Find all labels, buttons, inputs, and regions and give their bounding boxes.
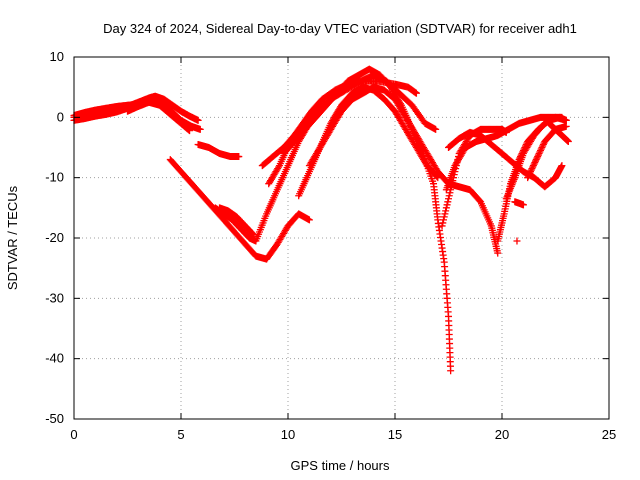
data-point bbox=[532, 156, 540, 164]
data-series bbox=[545, 119, 572, 145]
y-tick-label: 10 bbox=[50, 49, 64, 64]
data-point bbox=[445, 195, 452, 203]
data-point bbox=[494, 249, 502, 257]
x-tick-label: 20 bbox=[495, 427, 509, 442]
data-point bbox=[438, 222, 446, 230]
x-axis-label: GPS time / hours bbox=[291, 458, 390, 473]
data-point bbox=[441, 210, 449, 218]
data-point bbox=[440, 216, 448, 224]
data-series bbox=[194, 140, 243, 161]
data-series bbox=[166, 156, 313, 263]
data-point bbox=[445, 192, 453, 200]
data-point bbox=[558, 162, 566, 170]
data-point bbox=[526, 169, 534, 177]
data-point bbox=[562, 122, 570, 130]
data-point bbox=[432, 125, 440, 133]
data-series bbox=[511, 198, 527, 209]
data-points bbox=[70, 65, 572, 375]
x-tick-label: 0 bbox=[70, 427, 77, 442]
data-point bbox=[533, 154, 541, 162]
x-tick-label: 15 bbox=[388, 427, 402, 442]
data-point bbox=[186, 127, 194, 135]
data-point bbox=[537, 147, 545, 155]
data-point bbox=[524, 174, 532, 182]
x-tick-label: 5 bbox=[177, 427, 184, 442]
data-point bbox=[529, 162, 537, 170]
data-point bbox=[538, 144, 546, 151]
data-point bbox=[539, 142, 547, 150]
data-point bbox=[447, 367, 455, 375]
data-point bbox=[446, 189, 454, 197]
y-tick-label: -30 bbox=[45, 290, 64, 305]
data-point bbox=[531, 159, 539, 167]
data-series bbox=[124, 96, 174, 115]
data-point bbox=[562, 116, 570, 124]
data-point bbox=[250, 231, 258, 239]
data-series bbox=[524, 122, 570, 182]
data-point bbox=[527, 166, 535, 174]
y-tick-label: 0 bbox=[57, 109, 64, 124]
data-point bbox=[532, 157, 540, 165]
data-point bbox=[535, 150, 543, 158]
chart-title: Day 324 of 2024, Sidereal Day-to-day VTE… bbox=[103, 21, 577, 36]
data-point bbox=[166, 101, 174, 109]
data-point bbox=[536, 148, 544, 156]
data-series bbox=[513, 237, 521, 245]
data-point bbox=[527, 168, 535, 176]
data-point bbox=[513, 237, 521, 245]
axis-ticks: 0 5 10 15 20 25 10 0 -10 -20 -30 -40 -50 bbox=[45, 49, 616, 442]
data-point bbox=[519, 201, 527, 209]
data-point bbox=[275, 163, 283, 171]
data-point bbox=[525, 171, 533, 179]
data-point bbox=[439, 219, 447, 227]
data-point bbox=[539, 140, 547, 148]
data-point bbox=[412, 89, 420, 97]
data-point bbox=[305, 216, 313, 224]
data-point bbox=[442, 207, 450, 215]
data-point bbox=[442, 204, 450, 212]
y-tick-label: -10 bbox=[45, 170, 64, 185]
data-series bbox=[305, 83, 502, 257]
data-point bbox=[534, 151, 542, 159]
x-tick-label: 10 bbox=[281, 427, 295, 442]
y-tick-label: -40 bbox=[45, 351, 64, 366]
data-point bbox=[248, 229, 256, 237]
data-point bbox=[530, 160, 538, 168]
data-point bbox=[443, 201, 451, 209]
data-point bbox=[564, 137, 572, 145]
data-point bbox=[529, 163, 537, 171]
data-point bbox=[194, 116, 202, 124]
data-point bbox=[528, 165, 536, 173]
data-series bbox=[70, 98, 194, 135]
y-axis-label: SDTVAR / TECUs bbox=[5, 185, 20, 290]
data-point bbox=[444, 198, 452, 206]
y-tick-label: -20 bbox=[45, 230, 64, 245]
data-point bbox=[537, 145, 545, 153]
data-series bbox=[295, 83, 442, 200]
data-point bbox=[524, 172, 532, 180]
y-tick-label: -50 bbox=[45, 411, 64, 426]
data-series bbox=[502, 113, 570, 203]
data-point bbox=[534, 153, 542, 161]
data-point bbox=[196, 125, 204, 133]
data-point bbox=[440, 213, 448, 221]
data-point bbox=[249, 230, 257, 238]
data-series bbox=[216, 204, 258, 239]
x-tick-label: 25 bbox=[602, 427, 616, 442]
data-point bbox=[235, 153, 243, 161]
